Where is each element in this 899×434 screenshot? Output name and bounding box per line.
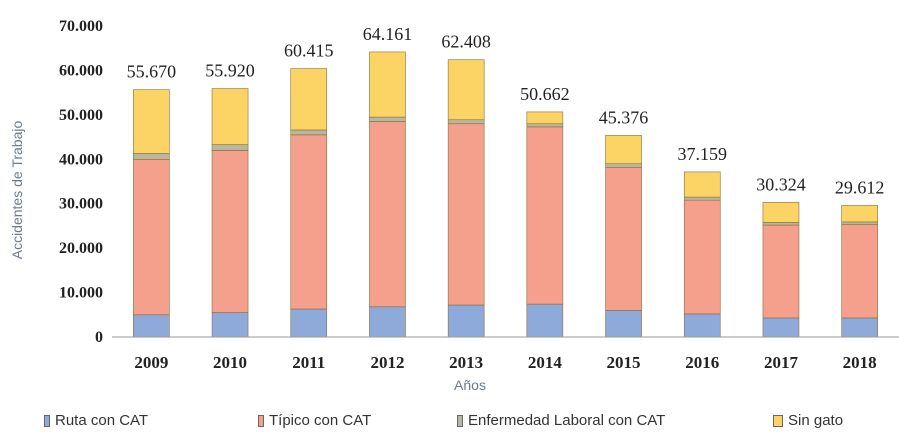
y-axis-label: Accidentes de Trabajo bbox=[9, 121, 25, 260]
bar-segment-2013-3 bbox=[447, 59, 485, 121]
bar-segment-2009-3 bbox=[133, 89, 170, 154]
bar-segment-2009-0 bbox=[133, 314, 170, 338]
bar-segment-2016-3 bbox=[683, 171, 721, 198]
legend-item-tipico: Típico con CAT bbox=[258, 412, 371, 429]
bar-segment-2011-2 bbox=[290, 129, 328, 136]
x-tick-label-2014: 2014 bbox=[528, 353, 563, 372]
x-axis-label: Años bbox=[454, 377, 486, 393]
legend-swatch-enfermedad bbox=[457, 414, 463, 427]
bar-segment-2010-0 bbox=[211, 312, 249, 338]
x-tick-label-2009: 2009 bbox=[134, 353, 168, 372]
total-label-2018: 29.612 bbox=[835, 177, 885, 197]
bar-segment-2018-3 bbox=[841, 205, 878, 223]
bar-segment-2010-3 bbox=[211, 88, 249, 145]
x-tick-label-2015: 2015 bbox=[607, 353, 641, 372]
legend-swatch-sin-gato bbox=[773, 414, 783, 427]
bars-group bbox=[133, 51, 878, 338]
y-tick-label: 30.000 bbox=[59, 196, 103, 213]
total-label-2015: 45.376 bbox=[599, 107, 649, 127]
legend-item-sin-gato: Sin gato bbox=[773, 412, 843, 429]
bar-segment-2018-1 bbox=[841, 224, 878, 319]
bar-segment-2012-0 bbox=[369, 306, 406, 338]
y-tick-label: 20.000 bbox=[59, 240, 103, 257]
total-label-2013: 62.408 bbox=[441, 32, 491, 52]
total-label-2014: 50.662 bbox=[520, 84, 570, 104]
x-tick-label-2016: 2016 bbox=[685, 353, 719, 372]
y-tick-label: 60.000 bbox=[59, 62, 103, 79]
bar-segment-2013-2 bbox=[447, 119, 485, 125]
bar-segment-2013-0 bbox=[447, 304, 485, 338]
x-tick-label-2011: 2011 bbox=[292, 353, 325, 372]
legend-swatch-ruta bbox=[44, 414, 50, 427]
bar-segment-2014-2 bbox=[526, 123, 564, 128]
x-tick-label-2012: 2012 bbox=[370, 353, 404, 372]
bar-segment-2010-2 bbox=[211, 144, 249, 151]
legend-label-sin-gato: Sin gato bbox=[788, 412, 844, 429]
bar-segment-2013-1 bbox=[447, 123, 485, 306]
bar-segment-2011-0 bbox=[290, 308, 328, 338]
legend-label-tipico: Típico con CAT bbox=[269, 412, 372, 429]
bar-segment-2012-3 bbox=[369, 51, 406, 118]
bar-segment-2014-3 bbox=[526, 111, 564, 125]
bar-segment-2009-2 bbox=[133, 153, 170, 160]
legend: Ruta con CAT Típico con CAT Enfermedad L… bbox=[0, 412, 899, 434]
y-tick-label: 10.000 bbox=[59, 285, 103, 302]
bar-segment-2018-0 bbox=[841, 317, 878, 338]
legend-item-enfermedad: Enfermedad Laboral con CAT bbox=[457, 412, 665, 429]
bar-segment-2015-2 bbox=[605, 163, 642, 168]
total-labels: 55.670 55.920 60.415 64.161 62.408 50.662 45.3… bbox=[127, 24, 885, 197]
bar-segment-2015-1 bbox=[605, 166, 642, 311]
total-label-2016: 37.159 bbox=[678, 144, 728, 164]
x-tick-label-2013: 2013 bbox=[449, 353, 483, 372]
bar-segment-2014-0 bbox=[526, 303, 564, 338]
stacked-bar-chart: 0 10.000 20.000 30.000 40.000 50.000 60.000 70.… bbox=[9, 18, 899, 393]
bar-segment-2017-3 bbox=[762, 201, 800, 223]
bar-segment-2011-3 bbox=[290, 68, 328, 131]
bar-segment-2014-1 bbox=[526, 126, 564, 305]
bar-segment-2017-1 bbox=[762, 224, 800, 319]
y-axis-ticks: 0 10.000 20.000 30.000 40.000 50.000 60.000 70.… bbox=[59, 18, 103, 346]
bar-segment-2015-3 bbox=[605, 135, 642, 165]
legend-item-ruta: Ruta con CAT bbox=[44, 412, 148, 429]
x-tick-label-2018: 2018 bbox=[843, 353, 877, 372]
bar-segment-2011-1 bbox=[290, 134, 328, 310]
bar-segment-2017-0 bbox=[762, 317, 800, 338]
bar-segment-2012-2 bbox=[369, 116, 406, 122]
total-label-2011: 60.415 bbox=[284, 41, 334, 61]
total-label-2017: 30.324 bbox=[756, 174, 806, 194]
y-tick-label: 50.000 bbox=[59, 107, 103, 124]
total-label-2010: 55.920 bbox=[205, 61, 255, 81]
x-axis-ticks: 2009 2010 2011 2012 2013 2014 2015 2016 2017 2018 bbox=[134, 353, 876, 372]
legend-swatch-tipico bbox=[258, 414, 264, 427]
bar-segment-2016-1 bbox=[683, 199, 721, 315]
y-tick-label: 0 bbox=[95, 329, 103, 346]
legend-label-enfermedad: Enfermedad Laboral con CAT bbox=[468, 412, 666, 429]
y-tick-label: 40.000 bbox=[59, 151, 103, 168]
y-tick-label: 70.000 bbox=[59, 18, 103, 35]
legend-label-ruta: Ruta con CAT bbox=[55, 412, 149, 429]
x-tick-label-2017: 2017 bbox=[764, 353, 799, 372]
bar-segment-2009-1 bbox=[133, 158, 170, 316]
bar-segment-2016-0 bbox=[683, 313, 721, 338]
bar-segment-2012-1 bbox=[369, 121, 406, 308]
bar-segment-2010-1 bbox=[211, 150, 249, 313]
bar-segment-2016-2 bbox=[683, 196, 721, 201]
bar-segment-2015-0 bbox=[605, 310, 642, 338]
total-label-2012: 64.161 bbox=[363, 24, 413, 44]
x-tick-label-2010: 2010 bbox=[213, 353, 247, 372]
bar-segment-2017-2 bbox=[762, 222, 800, 226]
total-label-2009: 55.670 bbox=[127, 62, 177, 82]
bar-segment-2018-2 bbox=[841, 221, 878, 225]
